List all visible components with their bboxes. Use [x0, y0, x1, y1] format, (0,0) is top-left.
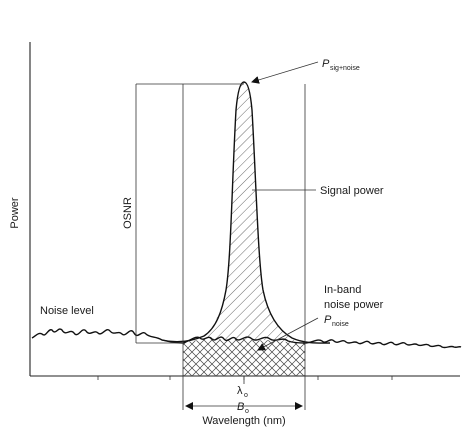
y-axis-label: Power	[9, 197, 21, 229]
p-sig-label: P sig+noise	[322, 58, 360, 72]
psig-arrow	[251, 61, 319, 84]
p-noise-main: P	[324, 314, 332, 326]
p-noise-label: P noise	[324, 314, 349, 328]
bandwidth-sub: o	[245, 408, 249, 415]
bandwidth-main: B	[237, 401, 244, 413]
p-sig-main: P	[322, 58, 330, 70]
inband-noise-region	[183, 338, 305, 376]
inband-label-line1: In-band	[324, 284, 361, 296]
osnr-label: OSNR	[122, 197, 134, 229]
lambda-main: λ	[237, 385, 243, 397]
noise-floor-curve	[31, 328, 462, 349]
p-noise-sub: noise	[332, 321, 349, 328]
inband-noise-arrow	[257, 317, 319, 351]
lambda-label: λ o	[237, 385, 248, 399]
lambda-sub: o	[244, 392, 248, 399]
inband-label-line2: noise power	[324, 299, 384, 311]
signal-peak-curve	[161, 81, 331, 344]
bandwidth-label: B o	[237, 401, 249, 415]
signal-power-region	[183, 82, 305, 344]
p-sig-sub: sig+noise	[330, 65, 360, 72]
signal-power-label: Signal power	[320, 185, 384, 197]
x-axis-label: Wavelength (nm)	[202, 415, 285, 427]
noise-level-label: Noise level	[40, 305, 94, 317]
x-axis-ticks	[97, 376, 393, 380]
